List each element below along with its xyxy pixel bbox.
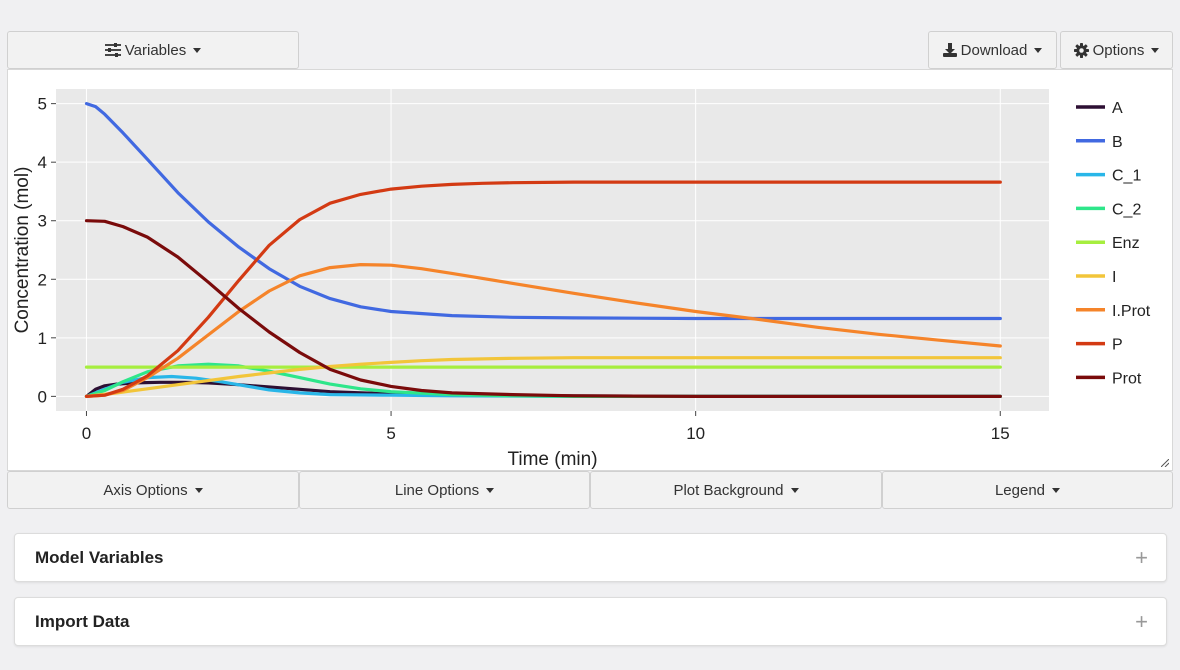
- x-axis-title: Time (min): [507, 449, 597, 470]
- legend-label-b: B: [1112, 134, 1123, 151]
- download-dropdown-button[interactable]: Download: [928, 31, 1057, 69]
- download-icon: [942, 43, 957, 57]
- series-line-i: [84, 356, 1002, 398]
- model-variables-title: Model Variables: [35, 547, 164, 567]
- legend-label-prot: Prot: [1112, 370, 1142, 387]
- axis-options-label: Axis Options: [103, 481, 188, 499]
- plot-background-button[interactable]: Plot Background: [590, 471, 882, 509]
- plot-panel: 0 1 2 3 4 5 0 5 10 15 Time (min) Concentration (mol…: [7, 69, 1173, 471]
- line-options-label: Line Options: [394, 481, 480, 499]
- chevron-down-icon: [1151, 47, 1160, 53]
- x-tick-label: 5: [386, 424, 395, 443]
- y-tick-label: 4: [38, 153, 47, 172]
- legend-label-i: I: [1112, 269, 1116, 286]
- y-tick-label: 2: [38, 270, 47, 289]
- resize-handle-icon[interactable]: [1161, 459, 1169, 467]
- plot-background-label: Plot Background: [673, 481, 784, 499]
- y-tick-label: 5: [38, 95, 47, 114]
- axis-options-button[interactable]: Axis Options: [7, 471, 299, 509]
- line-options-button[interactable]: Line Options: [299, 471, 590, 509]
- series-line-b: [84, 102, 1002, 321]
- options-label: Options: [1092, 41, 1145, 59]
- chevron-down-icon: [486, 487, 495, 493]
- expand-plus-icon[interactable]: +: [1135, 544, 1148, 570]
- legend-label-enz: Enz: [1112, 235, 1140, 252]
- legend-label: Legend: [994, 481, 1046, 499]
- y-axis-title: Concentration (mol): [12, 167, 33, 334]
- y-tick-label: 3: [38, 212, 47, 231]
- gear-icon: [1073, 42, 1089, 58]
- variables-dropdown-button[interactable]: Variables: [7, 31, 299, 69]
- legend-button[interactable]: Legend: [882, 471, 1173, 509]
- x-tick-label: 0: [82, 424, 91, 443]
- chevron-down-icon: [193, 47, 202, 53]
- sliders-icon: [104, 43, 121, 57]
- series-line-prot: [84, 219, 1002, 398]
- x-tick-label: 15: [991, 424, 1010, 443]
- legend-label-i-prot: I.Prot: [1112, 303, 1151, 320]
- series-line-p: [84, 180, 1002, 398]
- chevron-down-icon: [194, 487, 203, 493]
- legend-label-c-2: C_2: [1112, 201, 1141, 218]
- options-dropdown-button[interactable]: Options: [1060, 31, 1173, 69]
- variables-label: Variables: [124, 41, 187, 59]
- concentration-chart[interactable]: 0 1 2 3 4 5 0 5 10 15 Time (min) Concentration (mol…: [8, 70, 1172, 470]
- x-tick-label: 10: [686, 424, 705, 443]
- legend-label-c-1: C_1: [1112, 168, 1141, 185]
- download-label: Download: [960, 41, 1028, 59]
- legend-label-a: A: [1112, 100, 1123, 117]
- series-line-c-1: [84, 374, 1002, 398]
- chevron-down-icon: [790, 487, 799, 493]
- y-tick-label: 1: [38, 329, 47, 348]
- import-data-title: Import Data: [35, 611, 130, 631]
- plot-area: [56, 89, 1049, 411]
- expand-plus-icon[interactable]: +: [1135, 608, 1148, 634]
- series-line-i-prot: [84, 263, 1002, 398]
- chevron-down-icon: [1052, 487, 1061, 493]
- import-data-card[interactable]: Import Data +: [14, 597, 1167, 646]
- model-variables-card[interactable]: Model Variables +: [14, 533, 1167, 582]
- y-tick-label: 0: [38, 387, 47, 406]
- chevron-down-icon: [1034, 47, 1043, 53]
- legend-label-p: P: [1112, 337, 1123, 354]
